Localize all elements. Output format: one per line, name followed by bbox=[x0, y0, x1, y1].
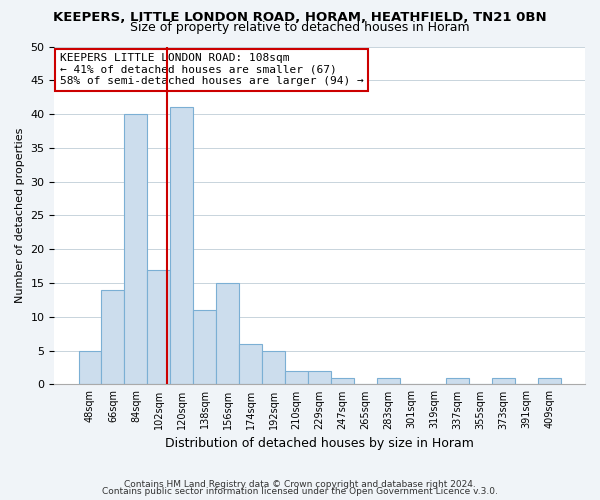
Y-axis label: Number of detached properties: Number of detached properties bbox=[15, 128, 25, 303]
Bar bbox=[285, 371, 308, 384]
Text: Size of property relative to detached houses in Horam: Size of property relative to detached ho… bbox=[130, 22, 470, 35]
Bar bbox=[217, 283, 239, 384]
Bar bbox=[492, 378, 515, 384]
Bar bbox=[193, 310, 217, 384]
Bar bbox=[331, 378, 354, 384]
Bar bbox=[79, 350, 101, 384]
Bar bbox=[239, 344, 262, 385]
Text: Contains HM Land Registry data © Crown copyright and database right 2024.: Contains HM Land Registry data © Crown c… bbox=[124, 480, 476, 489]
Text: KEEPERS, LITTLE LONDON ROAD, HORAM, HEATHFIELD, TN21 0BN: KEEPERS, LITTLE LONDON ROAD, HORAM, HEAT… bbox=[53, 11, 547, 24]
Bar bbox=[446, 378, 469, 384]
Bar bbox=[124, 114, 148, 384]
Bar bbox=[308, 371, 331, 384]
Bar bbox=[101, 290, 124, 384]
Bar bbox=[538, 378, 561, 384]
Bar bbox=[170, 108, 193, 384]
Bar bbox=[377, 378, 400, 384]
X-axis label: Distribution of detached houses by size in Horam: Distribution of detached houses by size … bbox=[165, 437, 474, 450]
Bar bbox=[148, 270, 170, 384]
Text: KEEPERS LITTLE LONDON ROAD: 108sqm
← 41% of detached houses are smaller (67)
58%: KEEPERS LITTLE LONDON ROAD: 108sqm ← 41%… bbox=[60, 54, 364, 86]
Bar bbox=[262, 350, 285, 384]
Text: Contains public sector information licensed under the Open Government Licence v.: Contains public sector information licen… bbox=[102, 487, 498, 496]
